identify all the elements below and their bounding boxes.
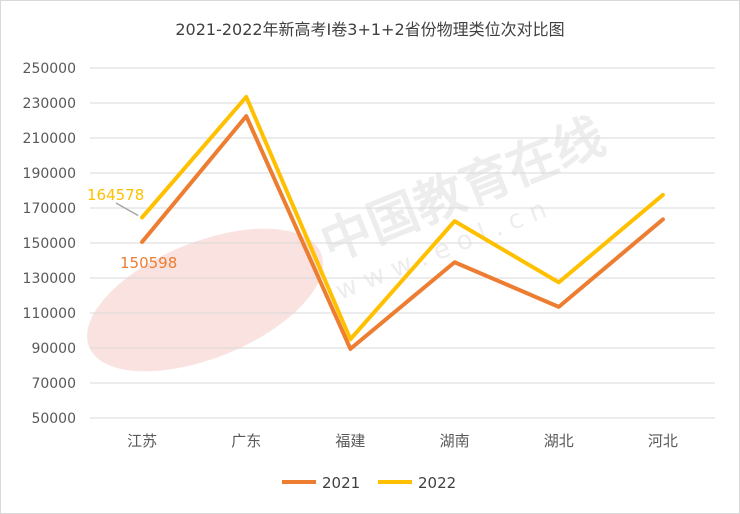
x-category-label: 湖南	[440, 432, 470, 450]
data-label-leader	[115, 202, 139, 217]
y-tick-label: 50000	[31, 411, 76, 427]
legend-label: 2022	[418, 474, 456, 492]
y-tick-label: 190000	[23, 166, 76, 182]
x-category-label: 河北	[648, 432, 678, 450]
y-tick-label: 130000	[23, 271, 76, 287]
y-tick-label: 210000	[23, 131, 76, 147]
y-tick-label: 250000	[23, 61, 76, 77]
legend-label: 2021	[322, 474, 360, 492]
y-tick-label: 90000	[31, 341, 76, 357]
chart-title: 2021-2022年新高考Ⅰ卷3+1+2省份物理类位次对比图	[175, 20, 565, 39]
y-tick-label: 110000	[23, 306, 76, 322]
series-line-2021	[140, 114, 665, 351]
x-category-label: 福建	[335, 432, 365, 450]
x-category-label: 湖北	[544, 432, 574, 450]
y-tick-label: 150000	[23, 236, 76, 252]
data-label: 164578	[87, 186, 144, 204]
x-category-label: 广东	[231, 432, 261, 450]
y-tick-label: 170000	[23, 201, 76, 217]
x-category-label: 江苏	[127, 432, 157, 450]
y-tick-label: 230000	[23, 96, 76, 112]
y-tick-label: 70000	[31, 376, 76, 392]
data-label: 150598	[120, 254, 177, 272]
series-line-2022	[140, 94, 665, 342]
